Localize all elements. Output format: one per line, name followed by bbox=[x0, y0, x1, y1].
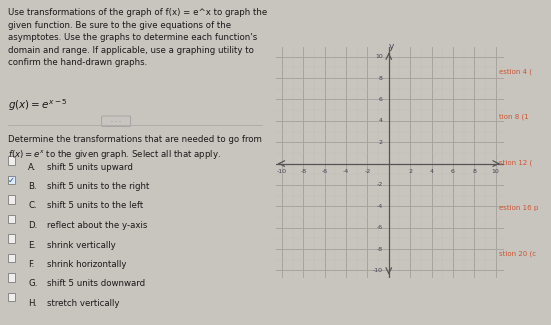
Text: estion 4 (: estion 4 ( bbox=[499, 68, 532, 75]
Bar bbox=[8, 156, 15, 165]
Bar bbox=[8, 254, 15, 262]
Text: · · ·: · · · bbox=[111, 119, 121, 124]
Text: 10: 10 bbox=[491, 169, 500, 175]
Text: H.: H. bbox=[28, 299, 37, 308]
Bar bbox=[8, 215, 15, 223]
Text: ✓: ✓ bbox=[8, 176, 15, 185]
Text: Use transformations of the graph of f(x) = e^x to graph the
given function. Be s: Use transformations of the graph of f(x)… bbox=[8, 8, 267, 67]
Text: 2: 2 bbox=[379, 140, 383, 145]
Text: F.: F. bbox=[28, 260, 35, 269]
Text: stion 12 (: stion 12 ( bbox=[499, 159, 532, 166]
Text: shrink vertically: shrink vertically bbox=[47, 240, 116, 250]
Text: 6: 6 bbox=[379, 97, 383, 102]
Text: G.: G. bbox=[28, 280, 37, 289]
Text: E.: E. bbox=[28, 240, 36, 250]
Text: y: y bbox=[389, 42, 394, 51]
Text: -8: -8 bbox=[377, 247, 383, 252]
Text: 6: 6 bbox=[451, 169, 455, 175]
Bar bbox=[8, 234, 15, 243]
Text: 8: 8 bbox=[472, 169, 476, 175]
Text: -2: -2 bbox=[364, 169, 370, 175]
Text: $f(x) = e^x$ to the given graph. Select all that apply.: $f(x) = e^x$ to the given graph. Select … bbox=[8, 148, 221, 161]
Text: -8: -8 bbox=[300, 169, 306, 175]
Bar bbox=[8, 176, 15, 184]
Text: -10: -10 bbox=[277, 169, 287, 175]
Text: $g(x) = e^{x-5}$: $g(x) = e^{x-5}$ bbox=[8, 98, 68, 113]
Text: stretch vertically: stretch vertically bbox=[47, 299, 120, 308]
Text: 8: 8 bbox=[379, 76, 383, 81]
Text: 2: 2 bbox=[408, 169, 412, 175]
Text: shift 5 units to the right: shift 5 units to the right bbox=[47, 182, 150, 191]
Text: 4: 4 bbox=[430, 169, 434, 175]
Text: shift 5 units downward: shift 5 units downward bbox=[47, 280, 145, 289]
Text: shift 5 units to the left: shift 5 units to the left bbox=[47, 202, 143, 211]
Text: shrink horizontally: shrink horizontally bbox=[47, 260, 127, 269]
Bar bbox=[8, 293, 15, 301]
Text: -6: -6 bbox=[322, 169, 328, 175]
Text: B.: B. bbox=[28, 182, 37, 191]
Text: -4: -4 bbox=[343, 169, 349, 175]
Text: estion 16 p: estion 16 p bbox=[499, 205, 538, 211]
Text: shift 5 units upward: shift 5 units upward bbox=[47, 162, 133, 172]
Bar bbox=[8, 273, 15, 282]
Text: -6: -6 bbox=[377, 225, 383, 230]
Text: -10: -10 bbox=[373, 268, 383, 273]
Text: -2: -2 bbox=[377, 182, 383, 188]
Text: Determine the transformations that are needed to go from: Determine the transformations that are n… bbox=[8, 135, 262, 144]
Text: 4: 4 bbox=[379, 118, 383, 123]
Text: stion 20 (c: stion 20 (c bbox=[499, 250, 536, 257]
Text: -4: -4 bbox=[377, 204, 383, 209]
Text: 10: 10 bbox=[375, 54, 383, 59]
Text: tion 8 (1: tion 8 (1 bbox=[499, 114, 528, 120]
FancyBboxPatch shape bbox=[101, 116, 131, 126]
Text: reflect about the y-axis: reflect about the y-axis bbox=[47, 221, 148, 230]
Text: A.: A. bbox=[28, 162, 37, 172]
Bar bbox=[8, 195, 15, 204]
Text: C.: C. bbox=[28, 202, 37, 211]
Text: D.: D. bbox=[28, 221, 37, 230]
